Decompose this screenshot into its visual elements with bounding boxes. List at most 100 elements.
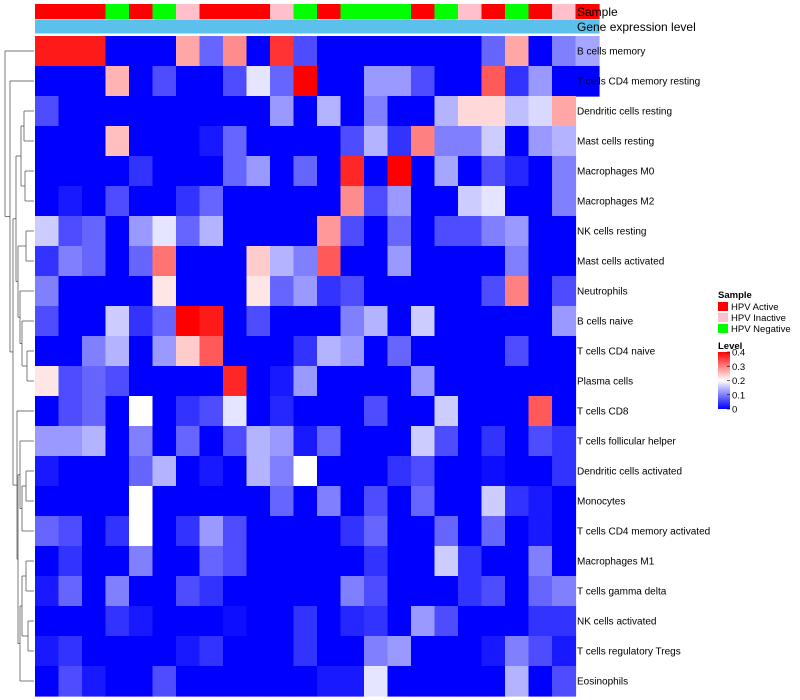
heatmap-cell bbox=[575, 66, 600, 97]
heatmap-cell bbox=[199, 516, 224, 547]
expression-annotation-cell bbox=[129, 19, 154, 34]
heatmap-cell bbox=[105, 126, 130, 157]
heatmap-cell bbox=[481, 546, 506, 577]
heatmap-cell bbox=[505, 66, 530, 97]
heatmap-cell bbox=[552, 426, 577, 457]
row-label: T cells CD4 memory resting bbox=[577, 77, 700, 88]
heatmap-cell bbox=[293, 36, 318, 67]
heatmap-cell bbox=[481, 366, 506, 397]
heatmap-cell bbox=[364, 576, 389, 607]
row-label: Eosinophils bbox=[577, 677, 628, 688]
heatmap-cells bbox=[35, 36, 600, 697]
heatmap-cell bbox=[152, 636, 177, 667]
heatmap-cell bbox=[270, 606, 295, 637]
heatmap-cell bbox=[82, 126, 107, 157]
heatmap-cell bbox=[340, 546, 365, 577]
row-label: T cells gamma delta bbox=[577, 587, 667, 598]
sample-annotation-cell bbox=[458, 4, 483, 19]
sample-annotation-cell bbox=[223, 4, 248, 19]
row-label: B cells memory bbox=[577, 47, 645, 58]
heatmap-cell bbox=[411, 456, 436, 487]
heatmap-cell bbox=[105, 396, 130, 427]
heatmap-cell bbox=[176, 306, 201, 337]
heatmap-cell bbox=[340, 186, 365, 217]
heatmap-cell bbox=[58, 66, 83, 97]
annotation-label-sample: Sample bbox=[577, 5, 618, 19]
heatmap-cell bbox=[129, 36, 154, 67]
heatmap-cell bbox=[458, 396, 483, 427]
heatmap-cell bbox=[528, 516, 553, 547]
legend-level-tick-label: 0.1 bbox=[732, 390, 745, 401]
heatmap-cell bbox=[528, 606, 553, 637]
heatmap-cell bbox=[528, 546, 553, 577]
heatmap-cell bbox=[528, 456, 553, 487]
heatmap-cell bbox=[505, 96, 530, 127]
heatmap-cell bbox=[105, 426, 130, 457]
heatmap-cell bbox=[340, 486, 365, 517]
heatmap-cell bbox=[35, 156, 60, 187]
heatmap-cell bbox=[317, 246, 342, 277]
heatmap-cell bbox=[293, 306, 318, 337]
heatmap-cell bbox=[434, 276, 459, 307]
heatmap-cell bbox=[82, 66, 107, 97]
heatmap-cell bbox=[223, 336, 248, 367]
heatmap-cell bbox=[152, 246, 177, 277]
heatmap-cell bbox=[458, 426, 483, 457]
heatmap-cell bbox=[387, 396, 412, 427]
heatmap-cell bbox=[199, 336, 224, 367]
heatmap-cell bbox=[387, 606, 412, 637]
heatmap-cell bbox=[129, 126, 154, 157]
heatmap-cell bbox=[176, 606, 201, 637]
heatmap-cell bbox=[387, 456, 412, 487]
legend-sample-label: HPV Negative bbox=[731, 324, 791, 335]
heatmap-cell bbox=[387, 246, 412, 277]
row-label: Neutrophils bbox=[577, 287, 628, 298]
heatmap-cell bbox=[199, 36, 224, 67]
legend-level-tick-label: 0.3 bbox=[732, 362, 745, 373]
heatmap-cell bbox=[246, 306, 271, 337]
row-label: T cells CD4 naive bbox=[577, 347, 656, 358]
expression-annotation-cell bbox=[82, 19, 107, 34]
heatmap-cell bbox=[458, 366, 483, 397]
heatmap-cell bbox=[129, 216, 154, 247]
heatmap-cell bbox=[293, 96, 318, 127]
heatmap-cell bbox=[317, 546, 342, 577]
heatmap-cell bbox=[317, 486, 342, 517]
heatmap-cell bbox=[505, 456, 530, 487]
heatmap-cell bbox=[364, 186, 389, 217]
heatmap-cell bbox=[481, 576, 506, 607]
heatmap-cell bbox=[223, 276, 248, 307]
heatmap-cell bbox=[528, 186, 553, 217]
heatmap-cell bbox=[35, 366, 60, 397]
heatmap-cell bbox=[434, 66, 459, 97]
heatmap-cell bbox=[270, 636, 295, 667]
heatmap-cell bbox=[129, 636, 154, 667]
heatmap-cell bbox=[58, 186, 83, 217]
heatmap-cell bbox=[528, 576, 553, 607]
heatmap-cell bbox=[505, 156, 530, 187]
heatmap-cell bbox=[387, 486, 412, 517]
heatmap-cell bbox=[387, 636, 412, 667]
heatmap-cell bbox=[481, 516, 506, 547]
sample-annotation-cell bbox=[364, 4, 389, 19]
heatmap-cell bbox=[411, 36, 436, 67]
heatmap-cell bbox=[317, 636, 342, 667]
sample-annotation-cell bbox=[411, 4, 436, 19]
heatmap-cell bbox=[387, 66, 412, 97]
heatmap-cell bbox=[58, 36, 83, 67]
heatmap-cell bbox=[199, 486, 224, 517]
heatmap-cell bbox=[82, 186, 107, 217]
heatmap-cell bbox=[58, 96, 83, 127]
heatmap-cell bbox=[246, 486, 271, 517]
row-label: NK cells resting bbox=[577, 227, 646, 238]
heatmap-cell bbox=[505, 336, 530, 367]
heatmap-cell bbox=[317, 396, 342, 427]
heatmap-cell bbox=[223, 66, 248, 97]
heatmap-cell bbox=[129, 546, 154, 577]
heatmap-cell bbox=[246, 366, 271, 397]
heatmap-cell bbox=[293, 426, 318, 457]
legend-sample-swatch bbox=[718, 302, 728, 311]
heatmap-cell bbox=[105, 576, 130, 607]
heatmap-cell bbox=[317, 366, 342, 397]
